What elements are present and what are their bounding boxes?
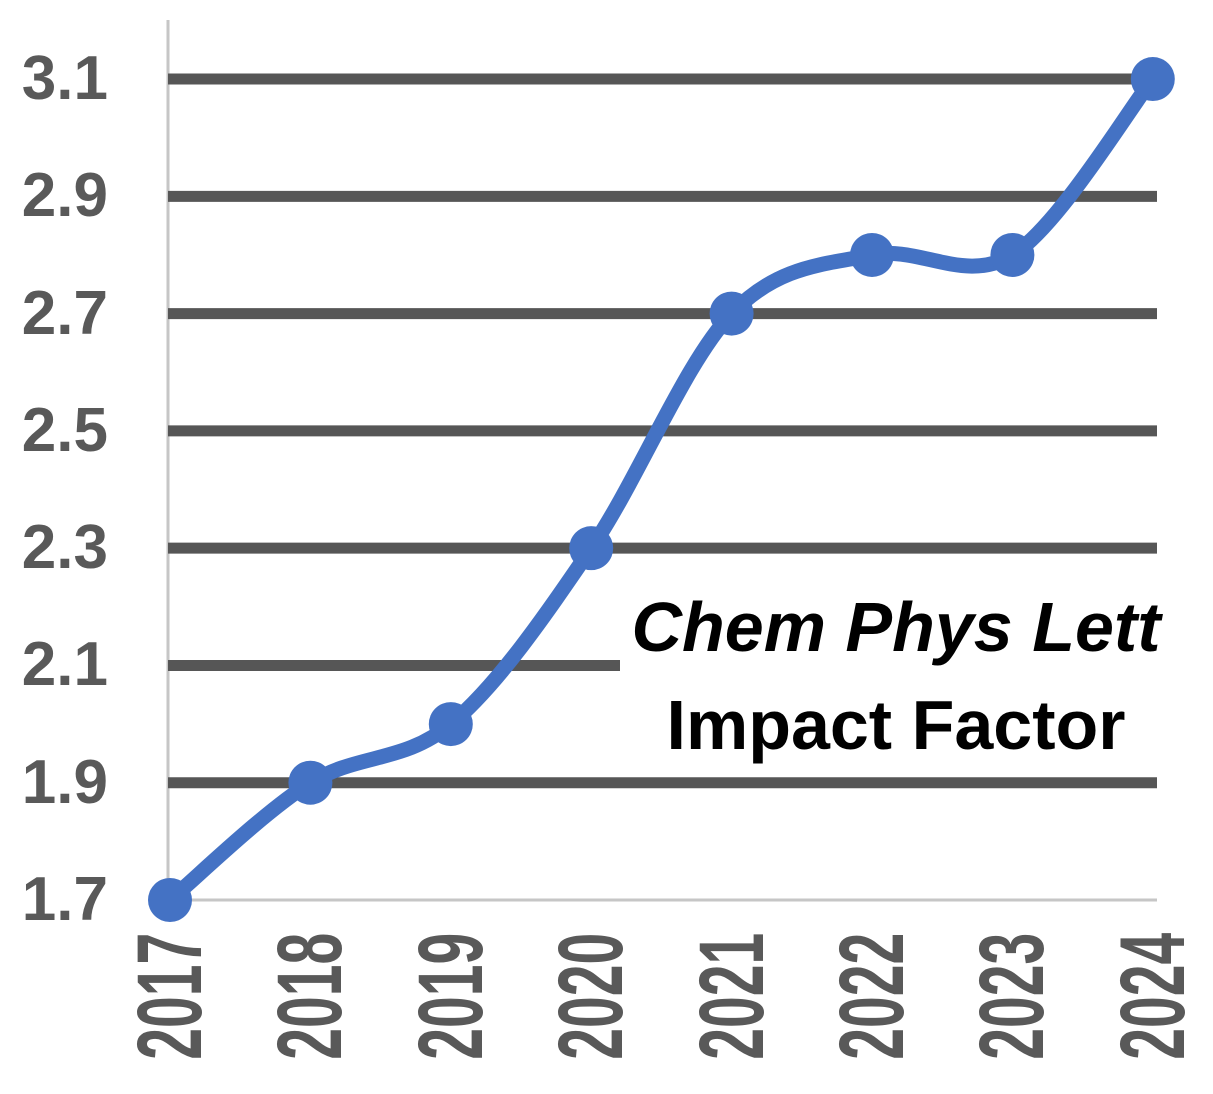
x-axis-tick-label-2017: 2017 [119, 932, 221, 1060]
y-axis-tick-label-2.7: 2.7 [21, 278, 108, 348]
y-axis-tick-label-2.9: 2.9 [21, 161, 108, 231]
data-point-marker-2022 [850, 232, 894, 277]
data-point-marker-2019 [428, 702, 473, 747]
data-point-marker-2024 [1130, 57, 1175, 102]
x-axis-tick-label-2020: 2020 [540, 932, 643, 1060]
y-axis-tick-label-2.1: 2.1 [21, 630, 108, 700]
y-axis-tick-label-3.1: 3.1 [21, 44, 108, 114]
x-axis-tick-label-2023: 2023 [961, 932, 1064, 1060]
x-axis-tick-label-2021: 2021 [680, 932, 783, 1060]
y-axis-tick-label-1.9: 1.9 [21, 747, 108, 817]
x-axis-tick-label-2024: 2024 [1101, 932, 1204, 1060]
y-axis-tick-label-2.3: 2.3 [21, 513, 108, 583]
x-axis-tick-label-2018: 2018 [259, 932, 362, 1060]
y-axis-tick-label-1.7: 1.7 [21, 865, 108, 934]
chart-annotation: Chem Phys Lett Impact Factor [620, 578, 1172, 774]
data-point-marker-2023 [990, 232, 1035, 277]
annotation-metric-name: Impact Factor [666, 686, 1126, 764]
data-point-marker-2018 [288, 760, 333, 805]
data-point-marker-2021 [709, 291, 754, 336]
x-axis-tick-label-2019: 2019 [399, 932, 502, 1060]
data-point-marker-2020 [569, 526, 614, 571]
annotation-journal-name: Chem Phys Lett [631, 588, 1161, 666]
y-axis-tick-label-2.5: 2.5 [21, 395, 108, 465]
data-point-marker-2017 [148, 878, 192, 922]
x-axis-tick-label-2022: 2022 [821, 932, 923, 1060]
